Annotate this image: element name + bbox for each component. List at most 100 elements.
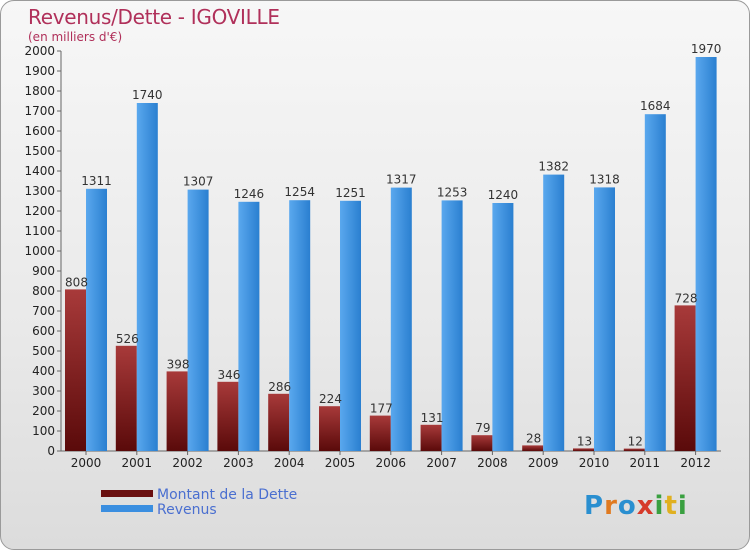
data-label-debt-2012: 728 — [675, 291, 698, 305]
y-tick-label: 200 — [32, 404, 55, 418]
bar-revenue-2000 — [86, 188, 107, 452]
data-label-debt-2009: 28 — [526, 431, 541, 445]
bar-revenue-2005 — [340, 200, 361, 451]
y-tick-label: 500 — [32, 344, 55, 358]
bar-revenue-2009 — [543, 174, 565, 451]
bar-debt-2012 — [674, 305, 696, 451]
chart-subtitle: (en milliers d'€) — [28, 30, 123, 44]
y-tick-label: 800 — [32, 284, 55, 298]
legend-label-revenue: Revenus — [157, 502, 217, 518]
x-tick-label: 2012 — [680, 456, 711, 470]
legend-swatch-debt — [101, 490, 153, 497]
bar-debt-2009 — [522, 445, 544, 451]
y-tick-label: 700 — [32, 304, 55, 318]
x-tick-label: 2008 — [477, 456, 508, 470]
bar-revenue-2002 — [187, 189, 209, 451]
logo-letter: x — [636, 491, 655, 521]
data-label-revenue-2000: 1311 — [81, 174, 112, 188]
bar-debt-2011 — [623, 448, 645, 451]
bar-revenue-2011 — [644, 114, 666, 451]
bar-revenue-2010 — [594, 187, 615, 451]
bar-debt-2006 — [369, 415, 391, 451]
bar-debt-2003 — [217, 381, 239, 451]
data-label-debt-2000: 808 — [65, 275, 88, 289]
bar-debt-2002 — [166, 371, 188, 451]
data-label-revenue-2009: 1382 — [538, 160, 569, 174]
bar-debt-2007 — [420, 424, 442, 451]
proxiti-logo: Proxiti — [584, 491, 688, 521]
bar-debt-2005 — [319, 406, 340, 451]
legend-label-debt: Montant de la Dette — [157, 487, 298, 503]
data-label-revenue-2008: 1240 — [488, 188, 519, 202]
bar-revenue-2008 — [492, 203, 514, 451]
y-tick-label: 1800 — [24, 84, 55, 98]
bar-revenue-2006 — [390, 187, 412, 451]
bar-revenue-2012 — [695, 57, 717, 451]
data-label-debt-2007: 131 — [421, 411, 444, 425]
y-tick-label: 1700 — [24, 104, 55, 118]
logo-letter: o — [617, 491, 637, 521]
y-tick-label: 2000 — [24, 44, 55, 58]
x-tick-label: 2007 — [426, 456, 457, 470]
y-tick-label: 1100 — [24, 224, 55, 238]
data-label-revenue-2012: 1970 — [691, 42, 722, 56]
data-label-debt-2006: 177 — [370, 402, 393, 416]
x-tick-label: 2000 — [71, 456, 102, 470]
bar-debt-2004 — [268, 393, 290, 451]
x-tick-label: 2004 — [274, 456, 305, 470]
y-tick-label: 1500 — [24, 144, 55, 158]
logo-letter: i — [677, 491, 688, 521]
y-tick-label: 1200 — [24, 204, 55, 218]
data-labels: 808 1311 526 1740 398 1307 346 1246 286 1254 224 12… — [65, 42, 721, 449]
y-tick-label: 1300 — [24, 184, 55, 198]
data-label-debt-2002: 398 — [167, 357, 190, 371]
x-tick-label: 2003 — [223, 456, 254, 470]
data-label-revenue-2002: 1307 — [183, 175, 214, 189]
legend-swatch-revenue — [101, 505, 153, 512]
data-label-revenue-2001: 1740 — [132, 88, 163, 102]
bar-debt-2010 — [573, 448, 594, 451]
bar-debt-2001 — [115, 345, 137, 451]
y-tick-label: 1400 — [24, 164, 55, 178]
x-tick-label: 2002 — [172, 456, 203, 470]
y-tick-label: 1900 — [24, 64, 55, 78]
data-label-debt-2011: 12 — [628, 435, 643, 449]
bars — [65, 57, 717, 452]
data-label-debt-2008: 79 — [475, 421, 490, 435]
data-label-revenue-2006: 1317 — [386, 173, 417, 187]
data-label-debt-2004: 286 — [268, 380, 291, 394]
y-tick-label: 1000 — [24, 244, 55, 258]
x-tick-label: 2009 — [528, 456, 559, 470]
bar-revenue-2003 — [238, 201, 260, 451]
chart-title: Revenus/Dette - IGOVILLE — [28, 5, 280, 29]
y-tick-label: 1600 — [24, 124, 55, 138]
logo-letter: i — [654, 491, 665, 521]
data-label-debt-2005: 224 — [319, 392, 342, 406]
logo-letter: t — [664, 491, 678, 521]
bar-debt-2000 — [65, 289, 86, 451]
x-tick-label: 2011 — [630, 456, 661, 470]
y-tick-label: 400 — [32, 364, 55, 378]
data-label-debt-2001: 526 — [116, 332, 139, 346]
y-tick-label: 900 — [32, 264, 55, 278]
data-label-revenue-2011: 1684 — [640, 99, 671, 113]
x-tick-label: 2010 — [579, 456, 610, 470]
x-tick-label: 2005 — [325, 456, 356, 470]
bar-revenue-2007 — [441, 200, 463, 451]
data-label-revenue-2007: 1253 — [437, 185, 468, 199]
logo-letter: r — [604, 491, 618, 521]
data-label-revenue-2010: 1318 — [589, 172, 620, 186]
y-tick-label: 100 — [32, 424, 55, 438]
y-tick-label: 300 — [32, 384, 55, 398]
x-tick-label: 2006 — [376, 456, 407, 470]
data-label-debt-2003: 346 — [217, 368, 240, 382]
data-label-revenue-2004: 1254 — [284, 185, 315, 199]
bar-revenue-2004 — [289, 200, 311, 451]
data-label-revenue-2005: 1251 — [335, 186, 366, 200]
axes: 0 100 200 300 400 500 600 700 800 900 1000 1100 1200… — [24, 44, 721, 470]
data-label-revenue-2003: 1246 — [234, 187, 265, 201]
data-label-debt-2010: 13 — [577, 434, 592, 448]
bar-debt-2008 — [471, 435, 493, 451]
